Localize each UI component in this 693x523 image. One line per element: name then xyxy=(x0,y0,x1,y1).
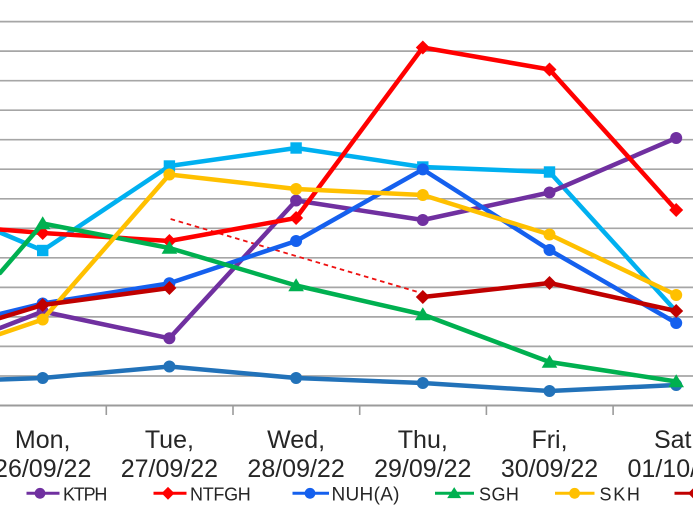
svg-text:28/09/22: 28/09/22 xyxy=(247,455,344,483)
svg-text:Thu,: Thu, xyxy=(398,426,448,454)
svg-text:Tue,: Tue, xyxy=(145,426,194,454)
svg-text:NUH(A): NUH(A) xyxy=(332,484,400,505)
svg-text:NTFGH: NTFGH xyxy=(190,484,251,504)
svg-text:26/09/22: 26/09/22 xyxy=(0,455,91,483)
svg-text:30/09/22: 30/09/22 xyxy=(501,455,598,483)
svg-text:Sat,: Sat, xyxy=(654,426,693,454)
svg-text:Wed,: Wed, xyxy=(267,426,325,454)
svg-text:27/09/22: 27/09/22 xyxy=(121,455,218,483)
svg-text:KTPH: KTPH xyxy=(63,484,106,504)
svg-text:SGH: SGH xyxy=(479,484,519,504)
svg-text:29/09/22: 29/09/22 xyxy=(374,455,471,483)
svg-text:Fri,: Fri, xyxy=(531,426,567,454)
svg-text:01/10/22: 01/10/22 xyxy=(628,455,693,483)
svg-text:SKH: SKH xyxy=(600,484,642,504)
svg-text:Mon,: Mon, xyxy=(15,426,71,454)
